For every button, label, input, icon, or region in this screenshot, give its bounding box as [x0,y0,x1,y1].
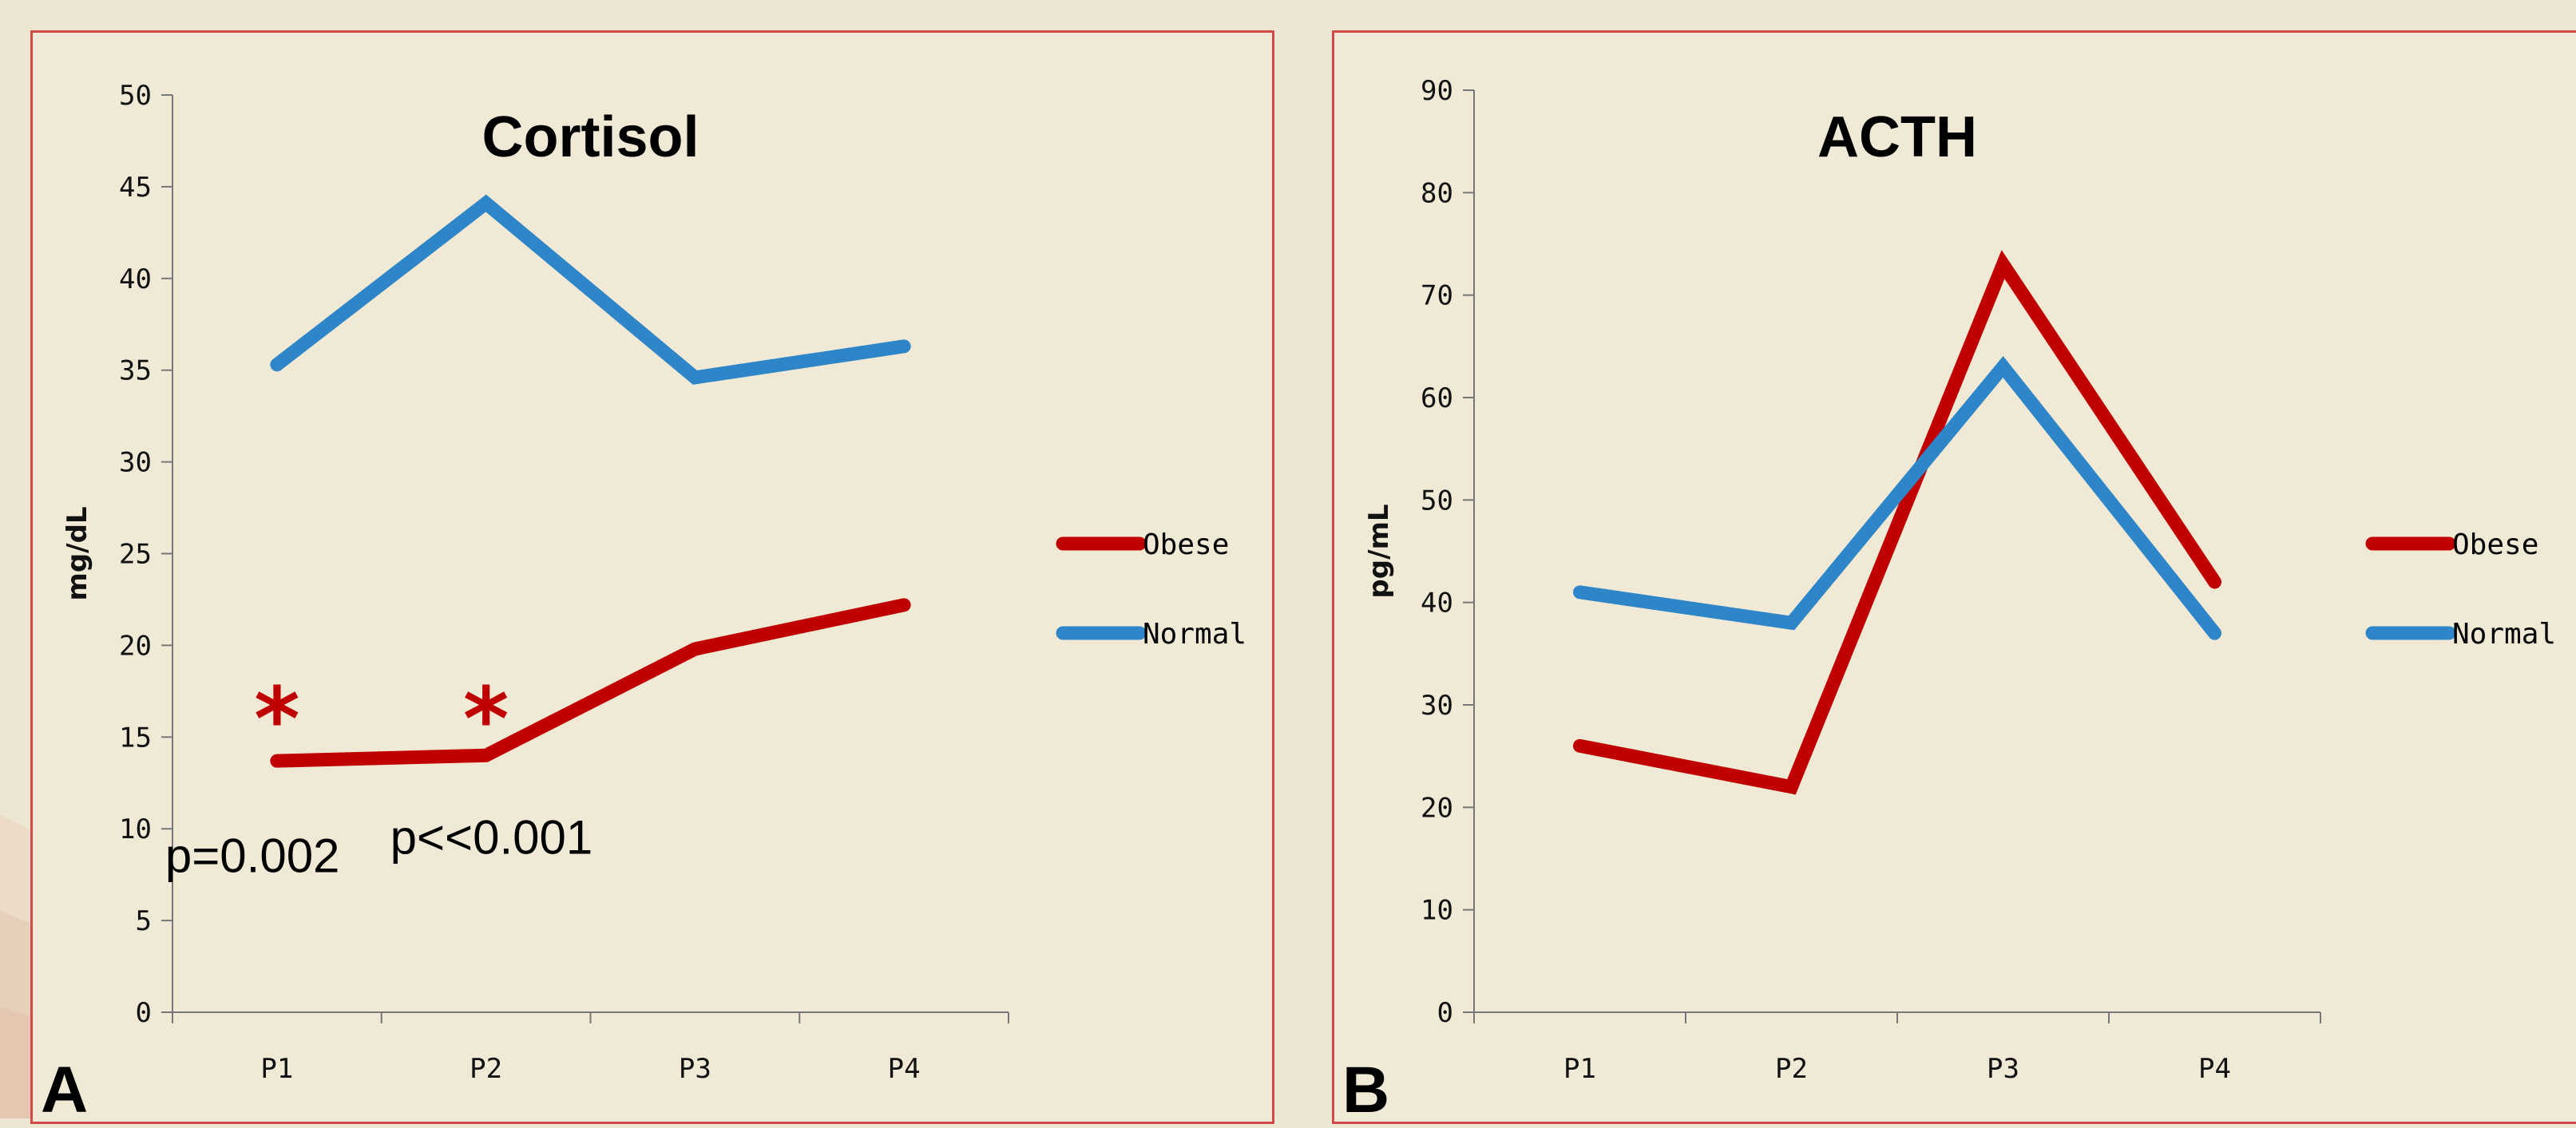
p-value-label: p=0.002 [165,829,340,883]
y-tick-label: 90 [1421,75,1453,107]
series-line-normal [270,194,911,385]
series-line-normal [1573,355,2221,640]
y-tick-label: 10 [119,813,152,845]
data-point-obese [899,600,910,610]
y-tick-label: 20 [119,630,152,662]
y-tick-label: 45 [119,172,152,204]
x-tick-label: P4 [888,1053,921,1085]
y-tick-label: 10 [1421,895,1453,927]
x-tick-label: P3 [1987,1053,2019,1085]
data-point-normal [899,341,910,351]
data-point-obese [271,756,282,766]
p-value-label: p<<0.001 [390,811,593,865]
y-axis-title: pg/mL [1363,504,1395,598]
y-tick-label: 25 [119,539,152,571]
chart-title: ACTH [1817,105,1977,169]
chart-title: Cortisol [482,105,699,169]
data-point-normal [1786,618,1797,628]
data-point-obese [690,643,700,654]
panel-letter-a: A [41,1054,89,1126]
cortisol-line-chart: 0 5 10 15 20 25 30 35 40 45 50 P1 P2 P3 P4 Cortisol mg/d… [61,80,1246,1085]
data-point-normal [1575,587,1585,597]
series-line-obese [270,598,911,768]
data-point-obese [1998,259,2008,270]
x-tick-label: P2 [1775,1053,1808,1085]
y-tick-label: 30 [119,447,152,479]
data-point-normal [271,359,282,370]
significance-star: * [254,668,300,770]
data-point-normal [2209,628,2220,639]
x-tick-label: P2 [470,1053,502,1085]
y-tick-label: 0 [1437,997,1453,1029]
x-tick-label: P1 [1563,1053,1596,1085]
y-axis-title: mg/dL [61,506,93,600]
y-tick-label: 80 [1421,177,1453,209]
legend-label-normal: Normal [2452,618,2556,651]
y-tick-label: 50 [1421,485,1453,517]
y-tick-label: 40 [1421,588,1453,619]
data-point-normal [690,372,700,382]
y-tick-label: 15 [119,722,152,754]
legend-label-normal: Normal [1143,618,1246,651]
y-tick-label: 50 [119,80,152,112]
y-tick-label: 20 [1421,792,1453,824]
y-tick-label: 60 [1421,382,1453,414]
panel-letter-b: B [1342,1054,1390,1126]
acth-line-chart: 0 10 20 30 40 50 60 70 80 90 P1 P2 P3 P4 ACTH pg/mL Obes… [1363,75,2556,1085]
data-point-obese [1786,782,1797,792]
data-point-normal [481,198,491,208]
y-tick-label: 40 [119,263,152,295]
y-tick-label: 0 [136,997,152,1029]
series-line-obese [1573,250,2221,795]
data-point-obese [481,750,491,761]
y-tick-label: 30 [1421,690,1453,722]
legend-label-obese: Obese [2452,528,2538,561]
data-point-normal [1998,362,2008,372]
significance-star: * [463,668,509,770]
x-tick-label: P3 [679,1053,711,1085]
y-tick-label: 70 [1421,280,1453,312]
legend-label-obese: Obese [1143,528,1229,561]
panel-cortisol: 0 5 10 15 20 25 30 35 40 45 50 P1 P2 P3 P4 Cortisol mg/d… [30,30,1274,1126]
y-tick-label: 5 [136,905,152,937]
x-tick-label: P4 [2198,1053,2231,1085]
data-point-obese [1575,741,1585,751]
y-tick-label: 35 [119,355,152,387]
x-tick-label: P1 [260,1053,293,1085]
data-point-obese [2209,577,2220,587]
panel-acth: 0 10 20 30 40 50 60 70 80 90 P1 P2 P3 P4 ACTH pg/mL Obes… [1332,30,2576,1126]
